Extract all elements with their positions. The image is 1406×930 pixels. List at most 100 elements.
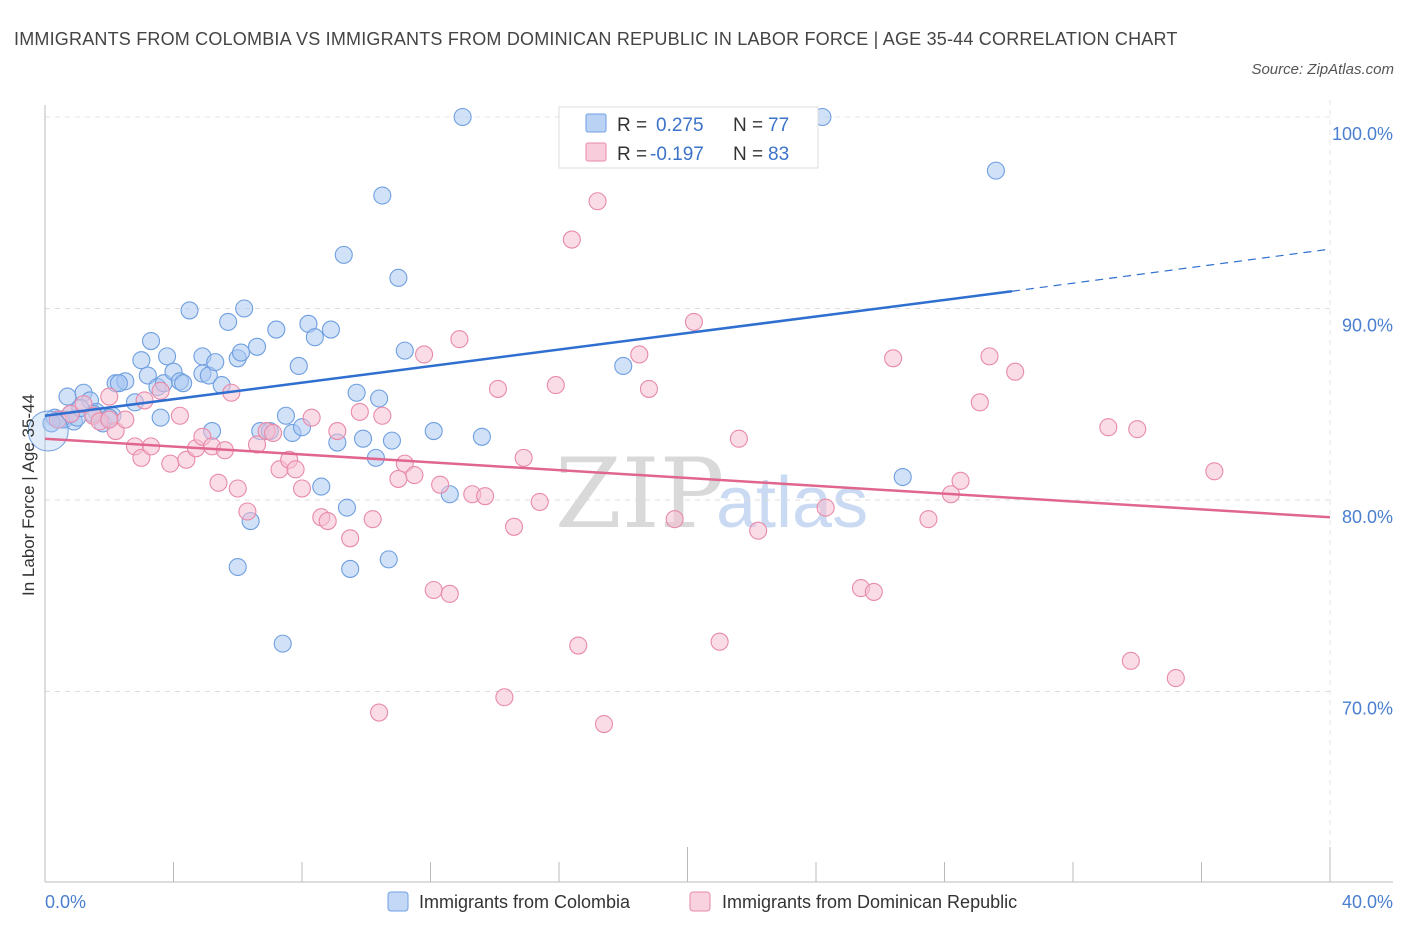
y-tick-labels: 70.0% 80.0% 90.0% 100.0% <box>1332 124 1393 719</box>
point-colombia <box>337 498 357 517</box>
point-dominican <box>919 510 938 529</box>
point-dominican <box>292 479 312 498</box>
point-dominican <box>440 584 459 603</box>
point-colombia <box>174 374 193 393</box>
point-dominican <box>504 517 524 536</box>
point-colombia <box>305 328 324 347</box>
point-dominican <box>100 410 119 429</box>
point-dominican <box>970 393 989 412</box>
point-dominican <box>209 473 228 492</box>
point-dominican <box>424 580 443 600</box>
legend-swatch-colombia <box>585 113 607 133</box>
y-axis-title: In Labor Force | Age 35-44 <box>19 394 38 596</box>
point-dominican <box>1099 418 1118 437</box>
point-dominican <box>864 582 883 601</box>
point-colombia <box>219 312 238 331</box>
point-dominican <box>594 715 614 734</box>
point-colombia <box>373 186 392 205</box>
point-dominican <box>373 406 392 425</box>
point-dominican <box>1166 669 1185 688</box>
point-colombia <box>276 406 295 425</box>
point-dominican <box>286 460 305 479</box>
point-dominican <box>562 230 581 249</box>
point-dominican <box>1006 362 1025 381</box>
point-dominican <box>495 688 514 707</box>
y-tick-label: 100.0% <box>1332 124 1393 144</box>
legend-r-label-dominican: R = <box>617 144 647 165</box>
chart-source: Source: ZipAtlas.com <box>1251 61 1394 78</box>
point-colombia <box>267 320 286 339</box>
point-dominican <box>161 454 180 473</box>
point-colombia <box>132 351 151 370</box>
point-dominican <box>389 469 408 488</box>
point-dominican <box>639 379 659 398</box>
point-dominican <box>530 492 549 511</box>
point-colombia <box>141 332 161 351</box>
point-colombia <box>180 301 199 320</box>
point-dominican <box>710 632 729 651</box>
point-colombia <box>424 422 443 441</box>
point-dominican <box>1205 462 1224 481</box>
legend-swatch-dominican <box>585 142 607 162</box>
point-colombia <box>389 268 408 287</box>
point-dominican <box>476 487 495 506</box>
point-dominican <box>238 502 257 521</box>
point-colombia <box>247 337 267 356</box>
trend-line-dominican <box>44 437 1331 519</box>
point-dominican <box>228 479 247 498</box>
point-colombia <box>273 634 292 653</box>
point-colombia <box>341 559 360 578</box>
point-dominican <box>328 422 347 441</box>
point-dominican <box>405 466 424 485</box>
point-dominican <box>569 636 588 655</box>
point-dominican <box>116 410 135 429</box>
legend-n-label-colombia: N = <box>733 115 763 136</box>
point-dominican <box>302 408 321 427</box>
point-colombia <box>472 427 491 446</box>
point-dominican <box>415 345 434 364</box>
point-dominican <box>341 529 360 548</box>
point-colombia <box>151 408 170 427</box>
point-dominican <box>264 423 283 443</box>
legend-r-value-dominican: -0.197 <box>650 144 704 165</box>
point-colombia <box>986 161 1005 180</box>
legend-n-value-colombia: 77 <box>768 115 789 136</box>
bottom-legend-label-dominican: Immigrants from Dominican Republic <box>722 892 1017 912</box>
watermark-zip: ZIP <box>555 438 724 550</box>
trend-layer <box>44 248 1331 519</box>
point-dominican <box>170 406 189 425</box>
y-tick-label: 90.0% <box>1342 316 1393 336</box>
legend-box: R = 0.275 N = 77 R = -0.197 N = 83 <box>558 106 819 169</box>
axes <box>44 105 1393 883</box>
point-dominican <box>729 429 748 448</box>
point-dominican <box>951 471 970 490</box>
point-colombia <box>231 343 251 362</box>
x-tick-label-min: 0.0% <box>45 892 86 912</box>
grid-lines <box>45 100 1331 882</box>
point-colombia <box>109 374 128 393</box>
point-dominican <box>100 387 119 406</box>
point-dominican <box>588 192 607 211</box>
point-colombia <box>395 341 414 360</box>
point-colombia <box>289 356 308 376</box>
point-dominican <box>350 402 369 421</box>
point-colombia <box>321 320 340 339</box>
points-layer <box>27 107 1224 734</box>
point-colombia <box>370 389 389 408</box>
y-tick-label: 70.0% <box>1342 699 1393 719</box>
point-dominican <box>431 475 450 494</box>
point-dominican <box>684 312 703 331</box>
point-colombia <box>312 477 331 496</box>
point-colombia <box>235 299 254 318</box>
point-colombia <box>353 429 373 448</box>
point-colombia <box>158 347 177 366</box>
legend-n-value-dominican: 83 <box>768 144 789 165</box>
point-dominican <box>749 521 768 540</box>
point-dominican <box>514 448 533 467</box>
point-dominican <box>665 510 684 529</box>
point-dominican <box>816 498 835 517</box>
point-colombia <box>228 557 247 577</box>
trend-line-colombia-extension <box>1011 248 1331 292</box>
point-dominican <box>488 379 508 398</box>
trend-line-colombia <box>44 290 1013 417</box>
